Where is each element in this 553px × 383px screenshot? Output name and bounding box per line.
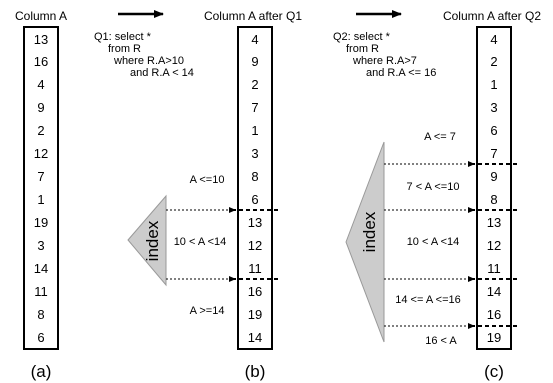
cell: 3	[37, 238, 44, 253]
cell: 3	[251, 146, 258, 161]
caption-b: (b)	[245, 362, 266, 381]
column-c-title: Column A after Q2	[443, 9, 541, 23]
cell: 6	[490, 123, 497, 138]
column-a-title: Column A	[15, 9, 67, 23]
index-c: index A <= 7 7 < A <=10 10 < A <14 14 <=…	[345, 131, 475, 347]
cell: 13	[34, 32, 48, 47]
cell: 4	[37, 77, 44, 92]
column-a-cells: 13 16 4 9 2 12 7 1 19 3 14 11 8 6	[34, 32, 48, 345]
query-q1-line: Q1: select *	[94, 31, 152, 43]
column-c-box	[476, 26, 512, 350]
index-b: index A <=10 10 < A <14 A >=14	[127, 174, 236, 317]
cell: 2	[251, 77, 258, 92]
cell: 9	[37, 100, 44, 115]
cell: 19	[487, 330, 501, 345]
cell: 4	[251, 32, 258, 47]
index-b-label: index	[143, 220, 162, 261]
cell: 9	[490, 169, 497, 184]
cell: 14	[34, 261, 48, 276]
range-label: 14 <= A <=16	[395, 294, 460, 306]
query-q1: Q1: select * from R where R.A>10 and R.A…	[94, 31, 194, 79]
cell: 3	[490, 100, 497, 115]
cell: 1	[490, 77, 497, 92]
query-q1-line: and R.A < 14	[130, 67, 194, 79]
column-a-box	[23, 26, 59, 350]
cell: 7	[251, 100, 258, 115]
cell: 19	[34, 215, 48, 230]
cell: 14	[248, 330, 262, 345]
index-c-shape	[345, 141, 385, 343]
cell: 6	[251, 192, 258, 207]
cell: 8	[251, 169, 258, 184]
query-q2-line: and R.A <= 16	[366, 67, 436, 79]
column-a-group: Column A 13 16 4 9 2 12 7 1 19 3 14 11 8…	[15, 9, 67, 381]
column-b-box	[237, 26, 273, 350]
cell: 11	[487, 261, 501, 276]
range-label: A >=14	[190, 305, 225, 317]
cell: 11	[248, 261, 262, 276]
cell: 6	[37, 330, 44, 345]
column-b-cells: 4 9 2 7 1 3 8 6 13 12 11 16 19 14	[248, 32, 262, 345]
query-q2-line: where R.A>7	[352, 55, 417, 67]
range-label: A <=10	[190, 174, 225, 186]
cell: 13	[248, 215, 262, 230]
cell: 12	[248, 238, 262, 253]
cell: 7	[490, 146, 497, 161]
cell: 7	[37, 169, 44, 184]
index-b-shape	[127, 194, 167, 287]
range-label: 7 < A <=10	[407, 181, 460, 193]
index-c-label: index	[360, 211, 379, 252]
cell: 8	[37, 307, 44, 322]
caption-c: (c)	[484, 362, 504, 381]
cell: 16	[34, 54, 48, 69]
cell: 2	[37, 123, 44, 138]
cell: 12	[34, 146, 48, 161]
range-label: 16 < A	[425, 335, 457, 347]
query-q1-line: where R.A>10	[113, 55, 184, 67]
cell: 16	[487, 307, 501, 322]
cell: 2	[490, 54, 497, 69]
cell: 1	[251, 123, 258, 138]
range-label: 10 < A <14	[407, 236, 460, 248]
range-label: A <= 7	[424, 131, 456, 143]
query-q1-line: from R	[108, 43, 141, 55]
cell: 13	[487, 215, 501, 230]
cell: 14	[487, 284, 501, 299]
cell: 19	[248, 307, 262, 322]
column-c-cells: 4 2 1 3 6 7 9 8 13 12 11 14 16 19	[487, 32, 501, 345]
cell: 11	[34, 284, 48, 299]
query-q2: Q2: select * from R where R.A>7 and R.A …	[333, 31, 436, 79]
range-label: 10 < A <14	[174, 236, 227, 248]
cell: 9	[251, 54, 258, 69]
column-c-group: Column A after Q2 4 2 1 3 6 7 9 8 13 12 …	[443, 9, 541, 381]
column-b-title: Column A after Q1	[204, 9, 302, 23]
cell: 8	[490, 192, 497, 207]
caption-a: (a)	[31, 362, 52, 381]
cell: 16	[248, 284, 262, 299]
cell: 1	[37, 192, 44, 207]
query-q2-line: from R	[346, 43, 379, 55]
cell: 12	[487, 238, 501, 253]
column-b-group: Column A after Q1 4 9 2 7 1 3 8 6 13 12 …	[204, 9, 302, 381]
query-q2-line: Q2: select *	[333, 31, 391, 43]
cell: 4	[490, 32, 497, 47]
